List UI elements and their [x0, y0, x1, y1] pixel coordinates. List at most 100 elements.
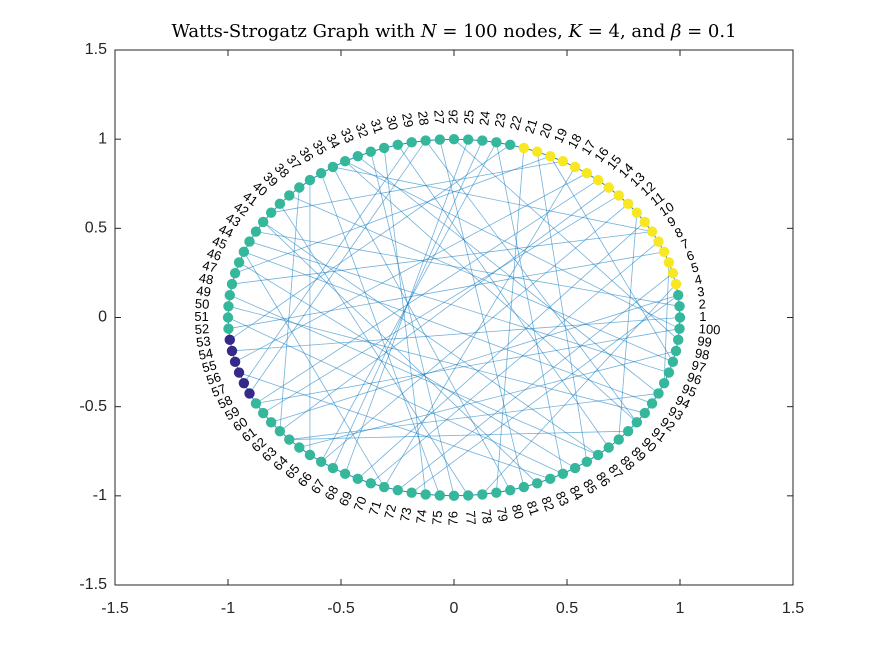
node-label: 32: [352, 121, 371, 140]
graph-node: [250, 226, 262, 237]
graph-node: [670, 345, 682, 357]
node-label: 19: [551, 126, 571, 145]
node-label: 18: [565, 131, 585, 151]
graph-node: [631, 417, 643, 428]
graph-node: [592, 174, 604, 186]
graph-node: [674, 312, 686, 323]
node-label: 85: [580, 476, 600, 496]
node-label: 29: [399, 112, 416, 129]
graph-node: [653, 236, 664, 247]
graph-node: [365, 478, 377, 489]
graph-node: [531, 478, 543, 489]
node-label: 95: [680, 381, 699, 400]
graph-node: [223, 301, 234, 312]
graph-edge: [243, 251, 385, 488]
graph-node: [631, 207, 643, 218]
graph-node: [663, 257, 675, 268]
node-label: 84: [566, 483, 586, 503]
node-label: 81: [524, 499, 543, 517]
graph-node: [392, 139, 403, 150]
node-label: 42: [231, 199, 251, 219]
node-label: 47: [201, 257, 219, 275]
node-label: 24: [476, 110, 493, 126]
graph-node: [603, 442, 614, 453]
graph-node: [448, 133, 460, 145]
graph-edge: [289, 430, 629, 440]
graph-node: [639, 216, 651, 228]
graph-node: [229, 267, 241, 279]
graph-node: [284, 434, 295, 445]
node-label: 76: [445, 511, 460, 525]
graph-node: [569, 462, 581, 474]
graph-node: [233, 257, 245, 268]
node-label: 30: [383, 114, 401, 132]
node-label: 71: [366, 499, 385, 517]
graph-node: [477, 489, 488, 500]
node-label: 97: [690, 357, 708, 375]
node-label: 31: [368, 117, 387, 135]
graph-node: [392, 485, 403, 496]
graph-edge: [495, 142, 564, 474]
graph-node: [653, 388, 664, 399]
graph-node: [226, 345, 238, 357]
node-label: 35: [309, 137, 329, 157]
graph-edge: [255, 328, 680, 404]
graph-node: [222, 312, 234, 323]
graph-edge: [249, 241, 670, 373]
node-label: 69: [336, 489, 356, 508]
node-label: 45: [210, 233, 229, 252]
node-label: 3: [696, 284, 705, 300]
node-label: 99: [696, 333, 712, 350]
node-label: 4: [693, 271, 703, 287]
node-label: 75: [429, 510, 445, 525]
node-label: 100: [698, 321, 721, 337]
node-label: 34: [323, 131, 343, 151]
graph-node: [274, 198, 286, 210]
x-tick-label: 1: [676, 600, 685, 617]
node-label: 72: [381, 503, 399, 521]
y-tick-label: 0: [98, 309, 107, 326]
y-tick-label: -0.5: [79, 398, 107, 415]
node-label: 27: [431, 109, 447, 124]
graph-node: [491, 137, 502, 148]
graph-edge: [234, 155, 551, 274]
node-label: 43: [223, 210, 243, 230]
graph-node: [420, 135, 431, 146]
graph-edge: [229, 294, 599, 456]
graph-node: [674, 323, 685, 334]
y-tick-label: 1: [98, 130, 107, 147]
node-label: 55: [200, 357, 218, 375]
graph-edge: [231, 317, 681, 352]
graph-node: [658, 377, 670, 389]
graph-node: [663, 367, 675, 378]
graph-edge: [243, 142, 412, 384]
graph-node: [226, 278, 238, 290]
node-label: 22: [507, 114, 525, 132]
graph-node: [224, 289, 235, 301]
node-label: 92: [658, 414, 678, 434]
x-axis: -1.5 -1 -0.5 0 0.5 1 1.5: [101, 50, 804, 617]
node-label: 26: [445, 110, 460, 124]
chart-title: Watts-Strogatz Graph with N = 100 nodes,…: [171, 21, 736, 42]
graph-edge: [234, 172, 588, 363]
graph-node: [352, 473, 363, 485]
graph-node: [420, 489, 431, 500]
graph-node: [670, 278, 682, 290]
graph-edge: [344, 160, 638, 423]
graph-node: [284, 190, 295, 201]
graph-node: [491, 487, 502, 498]
node-label: 61: [239, 424, 260, 445]
graph-node: [265, 207, 277, 218]
node-label: 83: [553, 489, 573, 508]
graph-edge: [249, 140, 427, 394]
graph-edge: [289, 195, 674, 363]
graph-node: [244, 388, 255, 399]
node-label: 5: [689, 259, 700, 275]
graph-edge: [279, 187, 300, 432]
graph-node: [294, 182, 305, 193]
node-label: 41: [240, 188, 261, 209]
graph-node: [674, 301, 685, 312]
graph-node: [592, 449, 604, 461]
node-label: 66: [294, 469, 315, 490]
x-tick-label: 0: [450, 600, 459, 617]
